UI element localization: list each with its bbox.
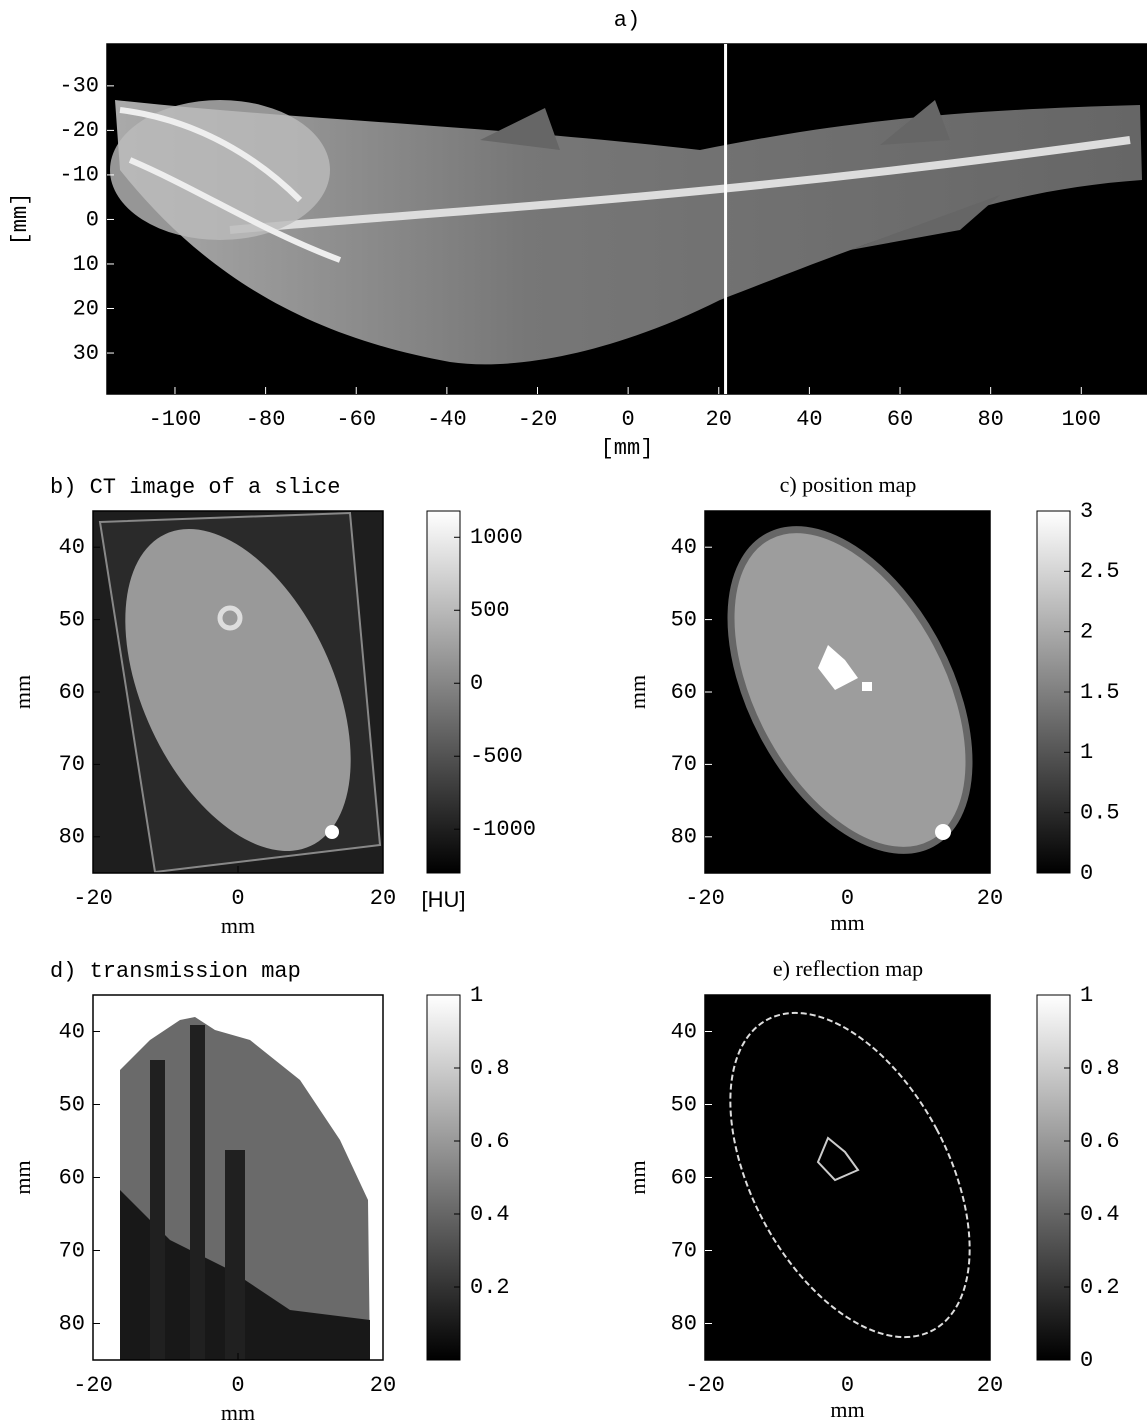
y-tick-label: 60 <box>671 680 697 705</box>
colorbar-label: [HU] <box>422 887 466 912</box>
y-tick-label: 40 <box>671 1019 697 1044</box>
y-tick-label: 30 <box>73 341 99 366</box>
y-tick-label: 80 <box>59 825 85 850</box>
colorbar-tick-label: 0.8 <box>470 1056 510 1081</box>
y-tick-label: 70 <box>59 1238 85 1263</box>
y-tick-label: 80 <box>671 1311 697 1336</box>
colorbar-tick-label: 0 <box>1080 861 1093 886</box>
x-tick-label: 20 <box>370 886 396 911</box>
y-tick-label: -20 <box>59 118 99 143</box>
colorbar-tick-label: 0 <box>1080 1348 1093 1373</box>
x-axis-label: mm <box>221 1400 255 1425</box>
y-tick-label: 10 <box>73 252 99 277</box>
y-tick-label: 80 <box>671 825 697 850</box>
colorbar-tick-label: 0.6 <box>470 1129 510 1154</box>
y-tick-label: 40 <box>59 535 85 560</box>
y-tick-label: 40 <box>671 535 697 560</box>
x-tick-label: -20 <box>518 407 558 432</box>
panel-title: d) transmission map <box>50 959 301 984</box>
y-tick-label: -10 <box>59 163 99 188</box>
colorbar-tick-label: 0.8 <box>1080 1056 1120 1081</box>
panel-title: c) position map <box>780 472 917 497</box>
colorbar-tick-label: 0.2 <box>1080 1275 1120 1300</box>
x-tick-label: 20 <box>370 1373 396 1398</box>
x-tick-label: 0 <box>841 886 854 911</box>
x-tick-label: -40 <box>427 407 467 432</box>
y-tick-label: 50 <box>59 1092 85 1117</box>
y-axis-label: mm <box>625 675 650 709</box>
x-tick-label: 20 <box>977 886 1003 911</box>
y-tick-label: 60 <box>671 1165 697 1190</box>
y-tick-label: 20 <box>73 296 99 321</box>
y-axis-label: mm <box>10 1160 35 1194</box>
x-tick-label: 0 <box>622 407 635 432</box>
x-tick-label: 20 <box>977 1373 1003 1398</box>
colorbar-tick-label: 2 <box>1080 619 1093 644</box>
colorbar <box>426 510 461 874</box>
y-tick-label: -30 <box>59 74 99 99</box>
reflection-image <box>705 995 990 1360</box>
xray-image <box>107 44 1147 394</box>
colorbar-tick-label: 500 <box>470 598 510 623</box>
x-tick-label: 80 <box>977 407 1003 432</box>
x-tick-label: -100 <box>149 407 202 432</box>
x-tick-label: 0 <box>231 886 244 911</box>
colorbar-tick-label: 0.4 <box>470 1202 510 1227</box>
colorbar-tick-label: -500 <box>470 744 523 769</box>
x-tick-label: 40 <box>796 407 822 432</box>
panel-title: a) <box>614 8 640 33</box>
colorbar-tick-label: 1 <box>1080 983 1093 1008</box>
x-axis-label: [mm] <box>601 436 654 461</box>
x-tick-label: 0 <box>231 1373 244 1398</box>
x-tick-label: 0 <box>841 1373 854 1398</box>
colorbar-tick-label: 1000 <box>470 525 523 550</box>
y-tick-label: 50 <box>671 607 697 632</box>
position-image <box>705 511 990 873</box>
x-tick-label: -60 <box>336 407 376 432</box>
colorbar-tick-label: 0.5 <box>1080 800 1120 825</box>
x-tick-label: -20 <box>73 886 113 911</box>
panel-title: b) CT image of a slice <box>50 475 340 500</box>
x-tick-label: -20 <box>685 1373 725 1398</box>
colorbar-tick-label: 0.4 <box>1080 1202 1120 1227</box>
x-axis-label: mm <box>830 1397 864 1422</box>
ct-image <box>93 511 383 874</box>
x-tick-label: -20 <box>73 1373 113 1398</box>
y-tick-label: 60 <box>59 680 85 705</box>
colorbar-tick-label: 0 <box>470 671 483 696</box>
y-tick-label: 70 <box>59 752 85 777</box>
transmission-image <box>93 995 383 1360</box>
y-axis-label: mm <box>625 1160 650 1194</box>
colorbar-tick-label: 1 <box>470 983 483 1008</box>
x-tick-label: 20 <box>706 407 732 432</box>
colorbar-tick-label: 1.5 <box>1080 680 1120 705</box>
y-axis-label: mm <box>10 675 35 709</box>
colorbar-tick-label: 3 <box>1080 499 1093 524</box>
colorbar-tick-label: -1000 <box>470 817 536 842</box>
y-tick-label: 70 <box>671 752 697 777</box>
colorbar <box>1036 994 1071 1361</box>
x-axis-label: mm <box>830 910 864 935</box>
y-tick-label: 0 <box>86 207 99 232</box>
y-tick-label: 80 <box>59 1311 85 1336</box>
colorbar-tick-label: 1 <box>1080 740 1093 765</box>
colorbar-tick-label: 0.2 <box>470 1275 510 1300</box>
y-tick-label: 70 <box>671 1238 697 1263</box>
x-tick-label: 100 <box>1061 407 1101 432</box>
colorbar <box>426 994 461 1361</box>
y-axis-label: [mm] <box>8 193 33 246</box>
colorbar-tick-label: 2.5 <box>1080 559 1120 584</box>
x-axis-label: mm <box>221 913 255 938</box>
y-tick-label: 50 <box>671 1092 697 1117</box>
panel-title: e) reflection map <box>773 956 923 981</box>
y-tick-label: 60 <box>59 1165 85 1190</box>
x-tick-label: -20 <box>685 886 725 911</box>
y-tick-label: 50 <box>59 607 85 632</box>
x-tick-label: 60 <box>887 407 913 432</box>
y-tick-label: 40 <box>59 1019 85 1044</box>
colorbar-tick-label: 0.6 <box>1080 1129 1120 1154</box>
x-tick-label: -80 <box>246 407 286 432</box>
